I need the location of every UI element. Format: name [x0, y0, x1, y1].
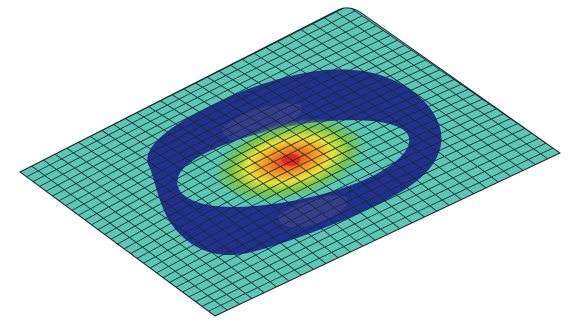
mesh-line-v — [58, 35, 391, 202]
mesh-line-v — [175, 123, 518, 288]
mesh-line-v — [45, 25, 377, 192]
plate-edge — [19, 7, 561, 317]
mesh-line-v — [156, 108, 497, 274]
mesh-line-v — [149, 103, 490, 269]
mesh-line-v — [123, 84, 462, 250]
mesh-line-v — [65, 39, 398, 206]
mesh-line-v — [104, 69, 441, 235]
contour-low-lobe-top — [222, 103, 303, 142]
mesh-line-v — [117, 79, 455, 245]
mesh-line-v — [71, 44, 405, 211]
mesh-line-v — [39, 20, 370, 187]
mesh-line-v — [169, 118, 511, 283]
mesh-line-v — [110, 74, 448, 240]
mesh-line-v — [162, 113, 504, 278]
mesh-line-v — [188, 133, 532, 298]
mesh-line-v — [143, 98, 483, 264]
mesh-line-v — [136, 93, 476, 259]
mesh-line-v — [130, 88, 469, 254]
mesh-line-v — [78, 49, 412, 216]
mesh-line-v — [91, 59, 426, 226]
contour-low-lobe-bottom — [278, 195, 348, 228]
mesh-line-v — [182, 128, 525, 293]
mesh-line-v — [32, 15, 363, 182]
mesh-line-v — [195, 137, 539, 302]
mesh-line-v — [52, 30, 384, 197]
mesh-line-v — [84, 54, 419, 221]
mesh-line-v — [208, 147, 554, 312]
mesh-line-v — [201, 142, 547, 307]
mesh-line-v — [97, 64, 433, 230]
mesh-line-v — [26, 10, 356, 178]
